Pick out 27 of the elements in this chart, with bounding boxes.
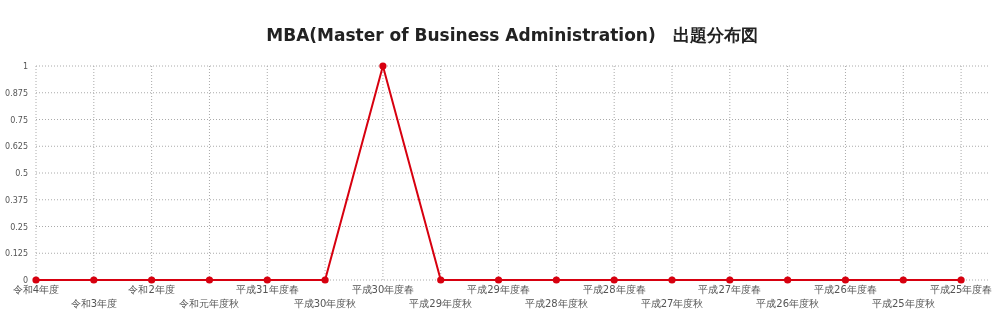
x-tick-label: 平成30年度春 — [351, 284, 415, 295]
chart-title: MBA(Master of Business Administration) 出題分布図 — [266, 25, 758, 45]
x-tick-label: 平成25年度秋 — [871, 298, 935, 309]
x-tick-label: 令和2年度 — [128, 284, 175, 295]
y-tick-label: 0.375 — [5, 195, 28, 205]
x-tick-label: 平成26年度秋 — [756, 298, 819, 309]
x-tick-label: 平成25年度春 — [929, 284, 993, 295]
y-tick-label: 0.75 — [10, 115, 28, 125]
x-tick-label: 平成28年度春 — [582, 284, 646, 295]
y-tick-label: 0.625 — [5, 142, 28, 152]
x-tick-label: 平成26年度春 — [814, 284, 877, 295]
x-tick-label: 平成31年度春 — [235, 284, 299, 295]
x-tick-label: 令和4年度 — [12, 284, 60, 295]
x-tick-label: 平成27年度秋 — [640, 298, 704, 309]
y-tick-label: 0 — [22, 276, 28, 285]
y-tick-label: 0.125 — [5, 249, 28, 259]
x-tick-label: 令和3年度 — [70, 298, 117, 309]
x-tick-label: 令和元年度秋 — [179, 298, 240, 309]
x-tick-label: 平成29年度秋 — [409, 298, 473, 309]
y-tick-label: 0.875 — [5, 88, 28, 98]
y-tick-label: 0.5 — [15, 169, 28, 178]
x-tick-label: 平成30年度秋 — [293, 298, 357, 309]
x-tick-label: 平成27年度春 — [698, 284, 762, 295]
x-tick-label: 平成29年度春 — [467, 284, 530, 295]
y-tick-label: 0.25 — [10, 222, 28, 232]
y-tick-label: 1 — [22, 62, 28, 71]
x-tick-label: 平成28年度秋 — [525, 298, 588, 309]
